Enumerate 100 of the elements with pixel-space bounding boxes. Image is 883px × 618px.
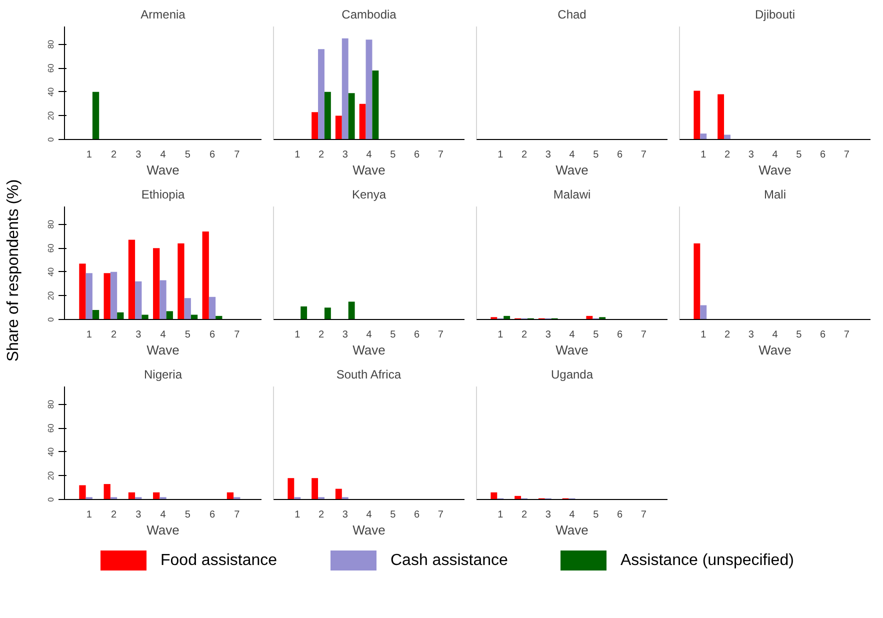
x-tick-label: 3 [136,510,142,520]
x-tick-label: 4 [160,150,166,160]
bar [160,280,166,320]
x-tick-label: 4 [160,330,166,340]
bar [153,248,160,320]
x-tick-label: 1 [86,330,92,340]
y-tick-label: 40 [46,86,56,96]
x-tick-label: 3 [136,330,142,340]
chart-title: South Africa [336,368,402,382]
bar [135,281,142,320]
x-tick-label: 1 [498,510,504,520]
bar [318,49,324,140]
x-tick-label: 4 [366,150,372,160]
x-tick-label: 5 [390,510,396,520]
bar [208,296,216,320]
x-tick-label: 2 [724,330,730,340]
x-tick-label: 7 [844,150,850,160]
bar [348,93,355,140]
x-tick-label: 1 [700,150,707,160]
x-tick-label: 2 [318,150,324,160]
bar [104,273,110,320]
bar [366,40,372,140]
bar [92,310,100,320]
x-tick-label: 1 [294,330,301,340]
legend-label: Assistance (unspecified) [620,552,794,569]
x-axis-title: Wave [556,522,588,538]
x-tick-label: 7 [640,150,647,160]
bar [335,116,342,140]
chart-title: Ethiopia [141,188,186,202]
x-tick-label: 1 [294,510,301,520]
legend-label: Food assistance [160,552,278,569]
x-tick-label: 5 [390,150,396,160]
x-tick-label: 6 [209,150,216,160]
y-tick-label: 20 [46,470,56,480]
x-axis-title: Wave [556,162,588,178]
x-axis-title: Wave [758,342,792,358]
x-axis-title: Wave [146,522,180,538]
x-tick-label: 3 [136,150,142,160]
x-tick-label: 7 [438,510,444,520]
x-tick-label: 2 [521,330,528,340]
bar [178,243,184,320]
chart-title: Nigeria [144,368,182,382]
x-tick-label: 5 [390,330,396,340]
x-tick-label: 7 [438,150,444,160]
x-tick-label: 6 [414,330,420,340]
x-tick-label: 7 [234,330,240,340]
chart-title: Armenia [140,8,186,22]
x-tick-label: 6 [820,330,826,340]
bar [166,311,173,320]
x-tick-label: 4 [366,510,372,520]
bar [104,484,110,500]
x-tick-label: 5 [593,510,600,520]
legend-label: Cash assistance [390,552,508,569]
y-tick-label: 0 [46,316,56,322]
x-tick-label: 7 [234,510,240,520]
x-tick-label: 2 [724,150,730,160]
y-tick-label: 60 [46,243,56,253]
x-tick-label: 1 [700,330,707,340]
x-tick-label: 5 [593,330,600,340]
x-tick-label: 1 [498,330,504,340]
x-tick-label: 2 [318,510,324,520]
bar [86,273,92,320]
bar [142,314,148,320]
y-axis-title: Share of respondents (%) [5,179,22,362]
x-tick-label: 6 [616,510,623,520]
chart-title: Cambodia [342,8,397,22]
bar [128,240,136,320]
x-tick-label: 1 [498,150,504,160]
y-tick-label: 60 [46,63,56,73]
y-tick-label: 20 [46,290,56,300]
y-tick-label: 40 [46,266,56,276]
x-tick-label: 5 [796,150,802,160]
x-tick-label: 5 [184,330,191,340]
x-tick-label: 2 [110,510,117,520]
x-tick-label: 7 [640,510,647,520]
bar [202,231,209,320]
x-tick-label: 5 [593,150,600,160]
x-tick-label: 4 [772,330,778,340]
x-tick-label: 6 [616,150,623,160]
x-tick-label: 2 [318,330,324,340]
bar [372,70,379,140]
x-tick-label: 3 [342,510,348,520]
x-axis-title: Wave [352,522,386,538]
x-tick-label: 6 [616,330,623,340]
bar [79,485,86,500]
x-tick-label: 3 [545,150,552,160]
x-tick-label: 3 [545,330,552,340]
x-tick-label: 1 [294,150,301,160]
x-tick-label: 4 [569,330,576,340]
y-tick-label: 20 [46,110,56,120]
x-tick-label: 6 [209,510,216,520]
x-tick-label: 3 [342,150,348,160]
x-tick-label: 4 [569,510,576,520]
x-tick-label: 6 [414,150,420,160]
bar [324,92,331,140]
y-tick-label: 40 [46,446,56,456]
x-tick-label: 3 [748,150,754,160]
bar [184,298,191,320]
x-tick-label: 6 [414,510,420,520]
x-tick-label: 4 [569,150,576,160]
